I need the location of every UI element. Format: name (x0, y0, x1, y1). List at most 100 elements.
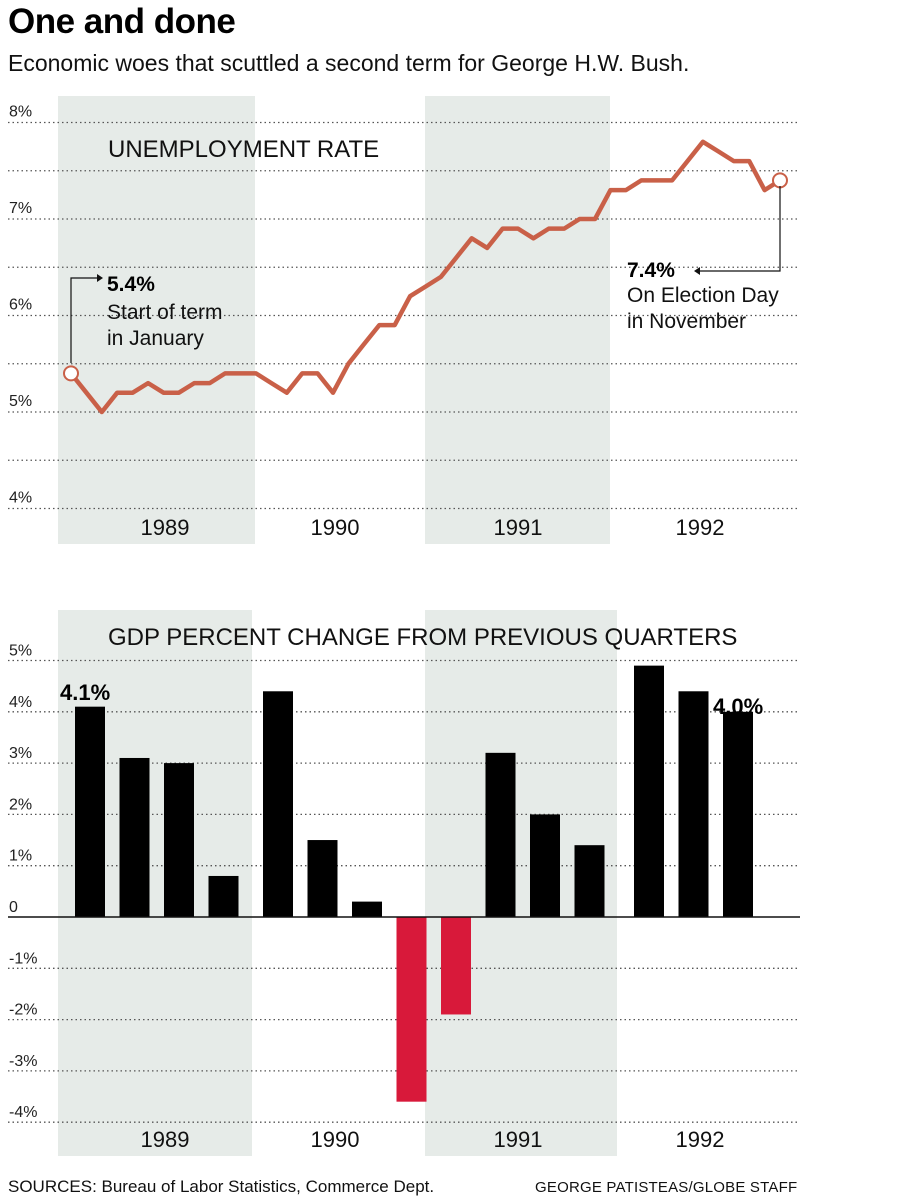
data-point (362, 343, 366, 346)
data-point (285, 391, 288, 394)
gdp-bar (307, 840, 338, 917)
data-point (732, 159, 735, 163)
data-point (655, 179, 658, 182)
y-tick-label: 7% (9, 200, 32, 217)
unemployment-chart: 4% 5% 6% 7% 8% UNEMPLOYMENT RATE 1989 1990 1991 1… (8, 96, 800, 544)
data-point (424, 285, 427, 288)
data-point (393, 323, 396, 327)
y-tick-label: 6% (9, 297, 32, 314)
data-point (701, 140, 705, 143)
y-tick-label: 0 (9, 899, 18, 916)
data-point (131, 391, 134, 394)
year-label: 1991 (494, 515, 543, 540)
data-point (686, 159, 689, 163)
year-label: 1990 (311, 515, 360, 540)
data-point (609, 188, 612, 192)
data-point (331, 391, 335, 394)
data-point (116, 391, 119, 394)
y-tick-label: -4% (9, 1104, 37, 1121)
data-point (300, 372, 304, 375)
credit-line: GEORGE PATISTEAS/GLOBE STAFF (535, 1179, 798, 1196)
data-point (563, 227, 566, 230)
y-tick-label: 4% (9, 694, 32, 711)
gdp-bar (396, 917, 427, 1102)
start-annotation-text: in January (107, 327, 204, 350)
end-marker (772, 172, 788, 189)
year-label: 1989 (141, 1127, 190, 1152)
data-point (763, 188, 766, 192)
shade-band-1991 (425, 96, 610, 544)
data-point (408, 295, 412, 298)
chart-title: GDP PERCENT CHANGE FROM PREVIOUS QUARTER… (108, 624, 737, 651)
y-tick-label: -2% (9, 1002, 37, 1019)
end-leader-line (700, 186, 781, 272)
sources-note: SOURCES: Bureau of Labor Statistics, Com… (8, 1177, 435, 1196)
year-label: 1991 (494, 1127, 543, 1152)
data-label-first: 4.1% (60, 680, 110, 705)
data-point (547, 227, 551, 230)
end-value-label: 7.4% (627, 259, 675, 282)
gdp-bar (164, 763, 194, 917)
data-point (208, 381, 211, 385)
data-point (162, 391, 165, 394)
y-tick-label: -1% (9, 950, 37, 967)
start-arrowhead (97, 274, 103, 282)
data-point (177, 391, 181, 394)
gdp-chart: -4% -3% -2% -1% 0 1% 2% 3% 4% 5% GDP PERCENT CHANG… (8, 610, 800, 1156)
gdp-bar (634, 665, 664, 917)
y-tick-label: -3% (9, 1053, 37, 1070)
data-point (316, 372, 319, 375)
data-point (470, 237, 473, 240)
data-point (624, 188, 628, 192)
year-label: 1990 (311, 1127, 360, 1152)
end-annotation-text: in November (627, 310, 746, 333)
gdp-bar (723, 711, 753, 917)
data-point (516, 227, 520, 230)
start-marker (63, 365, 79, 382)
data-point (717, 150, 720, 153)
gdp-bar (208, 875, 239, 917)
gdp-bar (574, 845, 605, 917)
gdp-bar (485, 752, 516, 917)
gdp-bar (352, 901, 382, 917)
start-value-label: 5.4% (107, 273, 155, 296)
start-leader-line (70, 277, 97, 363)
y-tick-label: 2% (9, 796, 32, 813)
gdp-bar (75, 706, 105, 917)
data-point (439, 275, 443, 279)
year-label: 1992 (676, 515, 725, 540)
chart-title: UNEMPLOYMENT RATE (108, 136, 379, 163)
data-point (747, 159, 751, 163)
gdp-bar (678, 691, 709, 917)
data-point (532, 237, 535, 240)
data-point (485, 246, 489, 250)
end-arrowhead (694, 267, 700, 275)
y-tick-label: 4% (9, 490, 32, 507)
data-point (146, 381, 150, 385)
y-tick-label: 5% (9, 643, 32, 660)
data-point (270, 381, 273, 385)
y-tick-label: 8% (9, 104, 32, 121)
data-point (670, 179, 674, 182)
data-point (254, 372, 258, 375)
gdp-bar (530, 814, 560, 917)
y-tick-label: 5% (9, 393, 32, 410)
data-point (501, 227, 504, 230)
data-point (193, 381, 196, 385)
data-point (239, 372, 242, 375)
data-point (223, 372, 227, 375)
start-annotation-text: Start of term (107, 301, 223, 324)
gdp-bar (263, 691, 293, 917)
end-annotation-text: On Election Day (627, 284, 779, 307)
data-point (578, 217, 581, 221)
y-tick-label: 1% (9, 848, 32, 865)
year-label: 1992 (676, 1127, 725, 1152)
data-point (378, 323, 381, 327)
data-label-last: 4.0% (713, 694, 763, 719)
gdp-bar (119, 757, 150, 917)
data-point (455, 256, 458, 259)
data-point (100, 410, 104, 414)
page-subtitle: Economic woes that scuttled a second ter… (8, 50, 690, 76)
y-tick-label: 3% (9, 745, 32, 762)
data-point (347, 362, 350, 365)
